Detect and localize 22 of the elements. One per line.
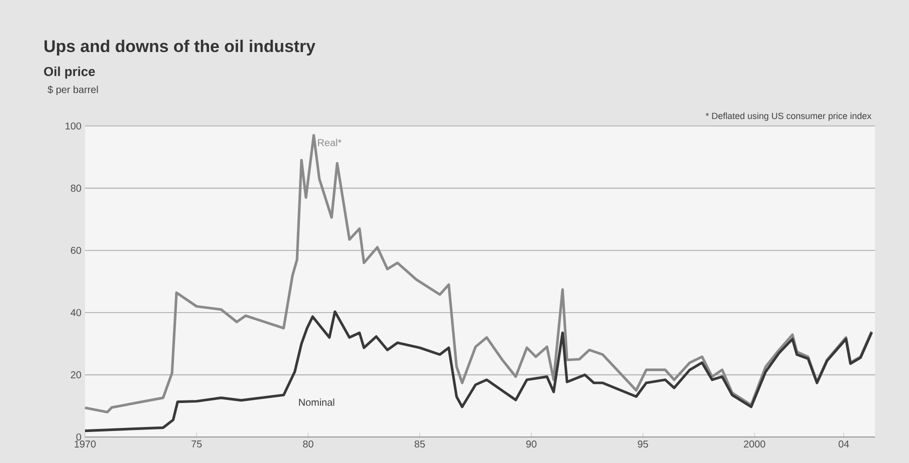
series-label: Real* — [318, 138, 342, 146]
x-tick-label: 95 — [638, 440, 648, 448]
x-tick-label: 80 — [303, 440, 314, 448]
x-tick-label: 75 — [192, 440, 202, 448]
x-tick-label: 1970 — [74, 440, 96, 448]
text: * Deflated using US consumer price index — [706, 112, 872, 121]
x-tick-label: 04 — [838, 440, 850, 448]
y-tick-label: 20 — [70, 371, 82, 378]
y-axis-title: $ per barrel — [48, 86, 98, 96]
series-label: Nominal — [299, 398, 334, 406]
y-tick-label: 40 — [70, 309, 82, 316]
chart-subtitle: Oil price — [44, 66, 95, 79]
line-series — [84, 310, 873, 432]
y-tick-label: 0 — [76, 433, 82, 441]
y-tick-label: 100 — [66, 122, 82, 130]
x-tick-label: 85 — [414, 440, 425, 448]
y-tick-label: 60 — [70, 246, 82, 254]
chart-title: Ups and downs of the oil industry — [44, 40, 316, 56]
line-series — [84, 134, 873, 414]
y-tick-label: 80 — [70, 184, 82, 192]
x-tick-label: 2000 — [744, 440, 766, 448]
x-tick-label: 90 — [526, 440, 536, 448]
